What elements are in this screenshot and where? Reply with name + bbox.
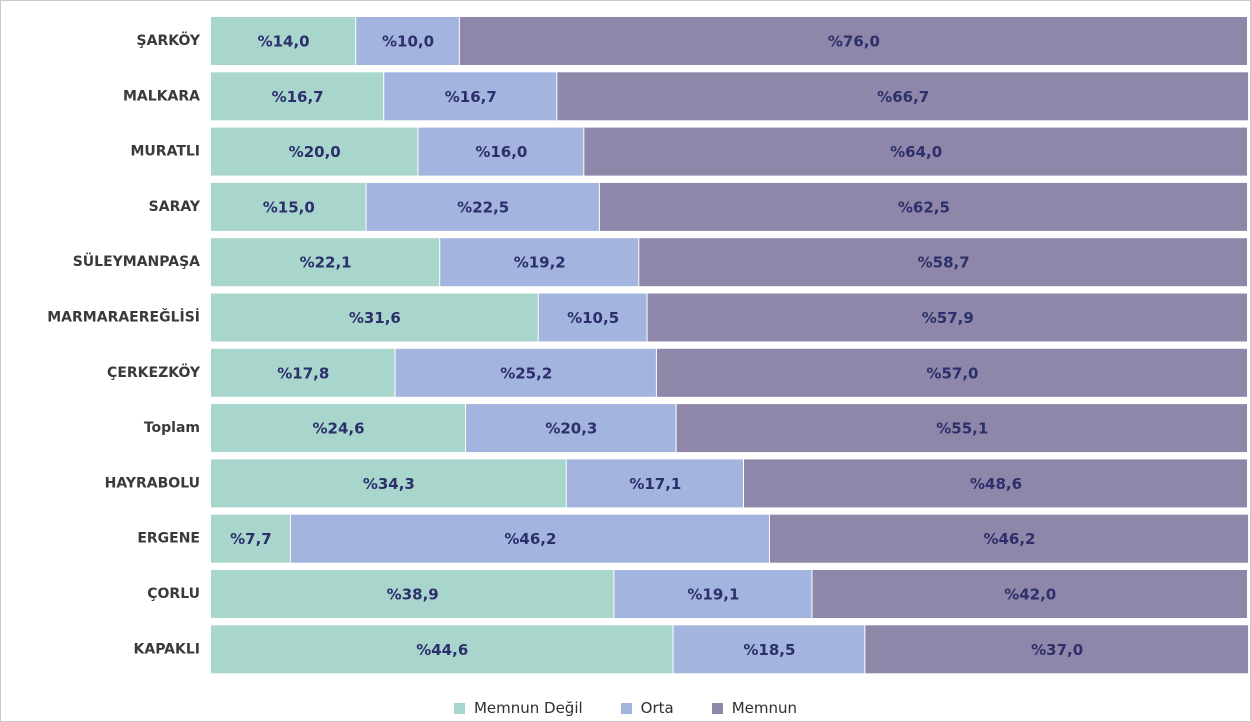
data-label-memnun-cerkezkoy: %57,0 bbox=[926, 364, 978, 382]
legend-item-memnun-degil: Memnun Değil bbox=[453, 699, 583, 717]
bar-memnun-degil-hayrabolu bbox=[211, 459, 566, 508]
data-label-orta-marmaraereglisi: %10,5 bbox=[567, 309, 619, 327]
bar-orta-hayrabolu bbox=[566, 459, 744, 508]
data-label-memnun-sarkoy: %76,0 bbox=[828, 33, 880, 51]
category-label-hayrabolu: HAYRABOLU bbox=[105, 475, 200, 491]
data-label-memnun-saray: %62,5 bbox=[898, 198, 950, 216]
bar-orta-corlu bbox=[614, 570, 812, 618]
data-label-memnun-degil-malkara: %16,7 bbox=[272, 88, 324, 106]
bar-memnun-ergene bbox=[769, 514, 1249, 563]
data-label-memnun-marmaraereglisi: %57,9 bbox=[922, 309, 974, 327]
bar-orta-suleymanpasa bbox=[440, 238, 639, 287]
category-label-kapakli: KAPAKLI bbox=[134, 641, 200, 657]
category-label-sarkoy: ŞARKÖY bbox=[137, 31, 201, 49]
bar-memnun-degil-saray bbox=[211, 182, 366, 231]
legend-swatch-orta bbox=[620, 702, 632, 714]
data-label-orta-suleymanpasa: %19,2 bbox=[514, 254, 566, 272]
bar-memnun-toplam bbox=[676, 404, 1247, 453]
bar-memnun-degil-sarkoy bbox=[211, 17, 356, 65]
bar-memnun-degil-suleymanpasa bbox=[211, 238, 440, 287]
data-label-orta-toplam: %20,3 bbox=[545, 420, 597, 438]
category-label-malkara: MALKARA bbox=[123, 88, 200, 104]
data-label-memnun-malkara: %66,7 bbox=[877, 88, 929, 106]
bar-memnun-saray bbox=[599, 182, 1248, 231]
data-label-memnun-degil-muratli: %20,0 bbox=[289, 143, 341, 161]
bar-memnun-degil-marmaraereglisi bbox=[211, 293, 538, 342]
bar-orta-muratli bbox=[418, 127, 584, 176]
data-label-memnun-degil-sarkoy: %14,0 bbox=[258, 33, 310, 51]
data-label-orta-ergene: %46,2 bbox=[504, 530, 556, 548]
category-label-toplam: Toplam bbox=[144, 420, 200, 436]
bar-memnun-cerkezkoy bbox=[656, 348, 1247, 397]
data-label-memnun-degil-cerkezkoy: %17,8 bbox=[277, 364, 329, 382]
data-label-orta-kapakli: %18,5 bbox=[743, 641, 795, 659]
bar-orta-ergene bbox=[290, 514, 769, 563]
data-label-orta-malkara: %16,7 bbox=[445, 88, 497, 106]
bar-memnun-degil-toplam bbox=[211, 404, 466, 453]
bar-orta-malkara bbox=[384, 72, 557, 121]
bar-memnun-malkara bbox=[557, 72, 1249, 121]
legend-swatch-memnun bbox=[711, 702, 723, 714]
category-label-saray: SARAY bbox=[149, 199, 201, 215]
data-label-orta-hayrabolu: %17,1 bbox=[629, 475, 681, 493]
legend-swatch-memnun-degil bbox=[453, 702, 465, 714]
data-label-memnun-suleymanpasa: %58,7 bbox=[918, 254, 970, 272]
legend-label-memnun: Memnun bbox=[731, 699, 798, 717]
bar-orta-toplam bbox=[466, 404, 676, 453]
bar-orta-kapakli bbox=[673, 625, 865, 674]
data-label-memnun-degil-kapakli: %44,6 bbox=[416, 641, 468, 659]
legend-item-memnun: Memnun bbox=[711, 699, 798, 717]
bar-memnun-degil-cerkezkoy bbox=[211, 348, 395, 397]
bar-memnun-degil-kapakli bbox=[211, 625, 673, 674]
bar-memnun-degil-corlu bbox=[211, 570, 614, 618]
legend-label-memnun-degil: Memnun Değil bbox=[473, 699, 583, 717]
data-label-orta-corlu: %19,1 bbox=[687, 586, 739, 604]
bar-orta-marmaraereglisi bbox=[538, 293, 647, 342]
bar-orta-saray bbox=[366, 182, 599, 231]
data-label-orta-cerkezkoy: %25,2 bbox=[500, 364, 552, 382]
data-label-memnun-hayrabolu: %48,6 bbox=[970, 475, 1022, 493]
category-label-cerkezkoy: ÇERKEZKÖY bbox=[107, 363, 201, 381]
data-label-memnun-degil-corlu: %38,9 bbox=[387, 586, 439, 604]
data-label-memnun-degil-ergene: %7,7 bbox=[230, 530, 272, 548]
category-label-ergene: ERGENE bbox=[137, 531, 200, 547]
data-label-memnun-degil-saray: %15,0 bbox=[263, 198, 315, 216]
legend-item-orta: Orta bbox=[620, 699, 674, 717]
category-label-corlu: ÇORLU bbox=[147, 586, 200, 602]
data-label-memnun-muratli: %64,0 bbox=[890, 143, 942, 161]
data-label-memnun-degil-marmaraereglisi: %31,6 bbox=[349, 309, 401, 327]
stacked-bar-chart: ŞARKÖY %14,0 %10,0 %76,0 MALKARA %16,7 %16,7 %6… bbox=[47, 17, 1249, 674]
data-label-memnun-toplam: %55,1 bbox=[936, 420, 988, 438]
data-label-memnun-degil-toplam: %24,6 bbox=[313, 420, 365, 438]
category-label-muratli: MURATLI bbox=[130, 144, 200, 160]
bar-orta-sarkoy bbox=[356, 17, 459, 65]
bar-memnun-corlu bbox=[812, 570, 1247, 618]
bar-memnun-degil-malkara bbox=[211, 72, 384, 121]
data-label-orta-sarkoy: %10,0 bbox=[382, 33, 434, 51]
bar-memnun-degil-muratli bbox=[211, 127, 418, 176]
legend-label-orta: Orta bbox=[640, 699, 674, 717]
bar-memnun-suleymanpasa bbox=[639, 238, 1247, 287]
bar-memnun-hayrabolu bbox=[744, 459, 1247, 508]
bar-orta-cerkezkoy bbox=[395, 348, 656, 397]
data-label-memnun-kapakli: %37,0 bbox=[1031, 641, 1083, 659]
category-label-marmaraereglisi: MARMARAEREĞLİSİ bbox=[47, 308, 200, 326]
category-label-suleymanpasa: SÜLEYMANPAŞA bbox=[73, 252, 200, 270]
data-label-memnun-degil-hayrabolu: %34,3 bbox=[363, 475, 415, 493]
bar-memnun-kapakli bbox=[865, 625, 1249, 674]
data-label-orta-muratli: %16,0 bbox=[475, 143, 527, 161]
data-label-memnun-ergene: %46,2 bbox=[983, 530, 1035, 548]
bar-memnun-sarkoy bbox=[459, 17, 1247, 65]
bar-memnun-marmaraereglisi bbox=[647, 293, 1247, 342]
bar-memnun-muratli bbox=[584, 127, 1247, 176]
data-label-memnun-corlu: %42,0 bbox=[1004, 586, 1056, 604]
data-label-memnun-degil-suleymanpasa: %22,1 bbox=[300, 254, 352, 272]
bar-memnun-degil-ergene bbox=[211, 514, 290, 563]
chart-legend: Memnun Değil Orta Memnun bbox=[0, 697, 1251, 719]
data-label-orta-saray: %22,5 bbox=[457, 198, 509, 216]
